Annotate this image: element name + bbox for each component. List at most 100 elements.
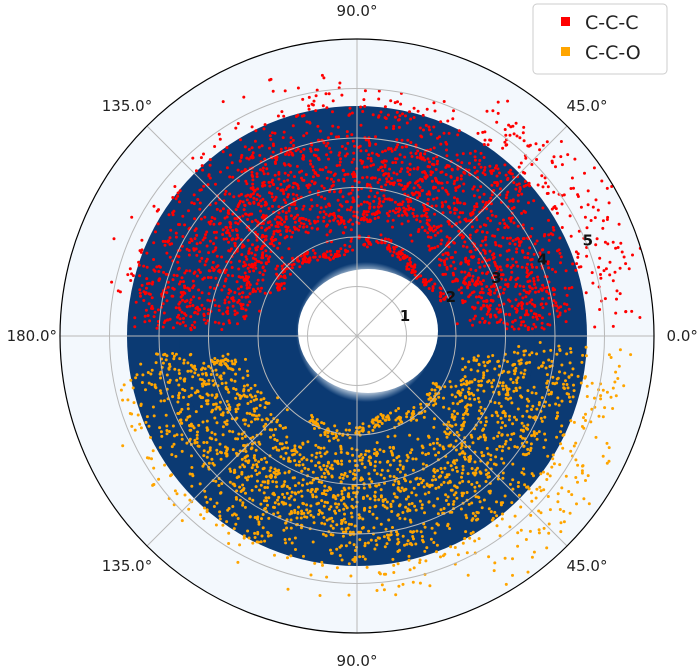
data-point-c-c-o bbox=[521, 452, 525, 456]
data-point-c-c-o bbox=[172, 442, 176, 446]
data-point-c-c-c bbox=[592, 166, 596, 170]
data-point-c-c-c bbox=[268, 191, 271, 195]
data-point-c-c-c bbox=[530, 227, 534, 230]
data-point-c-c-o bbox=[447, 432, 451, 436]
data-point-c-c-c bbox=[365, 218, 369, 221]
data-point-c-c-o bbox=[423, 549, 427, 553]
data-point-c-c-c bbox=[416, 196, 419, 200]
data-point-c-c-c bbox=[607, 201, 611, 205]
data-point-c-c-c bbox=[501, 146, 505, 150]
data-point-c-c-c bbox=[259, 261, 263, 265]
data-point-c-c-o bbox=[405, 412, 409, 416]
data-point-c-c-c bbox=[322, 186, 326, 190]
data-point-c-c-c bbox=[244, 274, 248, 278]
data-point-c-c-c bbox=[504, 133, 508, 137]
data-point-c-c-c bbox=[241, 200, 245, 204]
data-point-c-c-c bbox=[535, 315, 538, 319]
data-point-c-c-c bbox=[217, 321, 221, 325]
data-point-c-c-o bbox=[408, 509, 412, 512]
data-point-c-c-c bbox=[502, 218, 505, 222]
data-point-c-c-o bbox=[215, 373, 219, 377]
data-point-c-c-c bbox=[215, 230, 218, 234]
data-point-c-c-o bbox=[539, 489, 543, 493]
data-point-c-c-c bbox=[140, 248, 144, 252]
data-point-c-c-o bbox=[183, 493, 187, 497]
data-point-c-c-o bbox=[231, 513, 234, 517]
data-point-c-c-o bbox=[430, 483, 434, 487]
data-point-c-c-c bbox=[316, 193, 320, 197]
data-point-c-c-c bbox=[498, 285, 502, 289]
data-point-c-c-c bbox=[298, 265, 302, 269]
data-point-c-c-o bbox=[463, 537, 467, 540]
data-point-c-c-o bbox=[504, 582, 508, 586]
data-point-c-c-o bbox=[214, 368, 218, 372]
data-point-c-c-c bbox=[318, 210, 322, 214]
data-point-c-c-o bbox=[564, 379, 567, 383]
data-point-c-c-c bbox=[409, 206, 413, 210]
data-point-c-c-c bbox=[247, 148, 251, 151]
data-point-c-c-o bbox=[530, 499, 534, 503]
data-point-c-c-c bbox=[541, 143, 545, 147]
data-point-c-c-c bbox=[331, 256, 335, 260]
data-point-c-c-o bbox=[210, 393, 214, 397]
data-point-c-c-o bbox=[267, 401, 271, 405]
data-point-c-c-o bbox=[530, 491, 533, 495]
data-point-c-c-c bbox=[243, 317, 247, 321]
data-point-c-c-c bbox=[359, 149, 363, 153]
data-point-c-c-o bbox=[286, 556, 289, 560]
data-point-c-c-c bbox=[512, 221, 516, 225]
data-point-c-c-c bbox=[518, 187, 522, 191]
data-point-c-c-c bbox=[284, 152, 287, 156]
data-point-c-c-o bbox=[221, 354, 225, 358]
data-point-c-c-o bbox=[315, 418, 319, 422]
data-point-c-c-o bbox=[268, 428, 272, 432]
data-point-c-c-c bbox=[541, 185, 545, 189]
data-point-c-c-c bbox=[326, 141, 330, 145]
data-point-c-c-c bbox=[134, 300, 138, 304]
data-point-c-c-c bbox=[161, 325, 165, 329]
data-point-c-c-c bbox=[456, 167, 460, 171]
data-point-c-c-o bbox=[408, 568, 412, 572]
data-point-c-c-c bbox=[490, 183, 494, 187]
data-point-c-c-o bbox=[186, 407, 190, 411]
data-point-c-c-o bbox=[393, 434, 397, 438]
data-point-c-c-o bbox=[434, 402, 438, 406]
data-point-c-c-o bbox=[259, 483, 263, 487]
data-point-c-c-c bbox=[226, 309, 230, 313]
data-point-c-c-c bbox=[480, 260, 484, 264]
data-point-c-c-o bbox=[340, 462, 344, 466]
data-point-c-c-o bbox=[377, 571, 381, 575]
data-point-c-c-c bbox=[537, 290, 541, 294]
data-point-c-c-c bbox=[277, 205, 281, 209]
data-point-c-c-c bbox=[337, 208, 341, 212]
data-point-c-c-o bbox=[461, 416, 465, 420]
data-point-c-c-c bbox=[276, 114, 280, 118]
data-point-c-c-o bbox=[417, 482, 421, 486]
data-point-c-c-c bbox=[505, 249, 509, 253]
data-point-c-c-o bbox=[529, 513, 533, 517]
data-point-c-c-o bbox=[339, 450, 343, 454]
data-point-c-c-o bbox=[454, 448, 458, 452]
data-point-c-c-c bbox=[384, 172, 388, 176]
data-point-c-c-o bbox=[299, 516, 303, 520]
data-point-c-c-c bbox=[553, 288, 557, 292]
data-point-c-c-c bbox=[255, 172, 259, 176]
angle-tick-label-0: 90.0° bbox=[337, 2, 378, 20]
data-point-c-c-o bbox=[545, 546, 549, 550]
data-point-c-c-o bbox=[392, 446, 396, 450]
data-point-c-c-c bbox=[314, 109, 318, 113]
data-point-c-c-o bbox=[427, 491, 431, 494]
data-point-c-c-o bbox=[326, 470, 330, 474]
data-point-c-c-c bbox=[296, 86, 300, 90]
data-point-c-c-c bbox=[564, 269, 568, 273]
data-point-c-c-c bbox=[267, 180, 271, 184]
data-point-c-c-o bbox=[159, 376, 162, 380]
data-point-c-c-o bbox=[159, 399, 163, 403]
data-point-c-c-c bbox=[253, 139, 257, 143]
data-point-c-c-c bbox=[523, 256, 527, 259]
data-point-c-c-c bbox=[523, 313, 527, 317]
data-point-c-c-c bbox=[243, 271, 247, 275]
data-point-c-c-c bbox=[302, 225, 305, 229]
data-point-c-c-o bbox=[430, 388, 434, 392]
data-point-c-c-c bbox=[322, 76, 326, 80]
